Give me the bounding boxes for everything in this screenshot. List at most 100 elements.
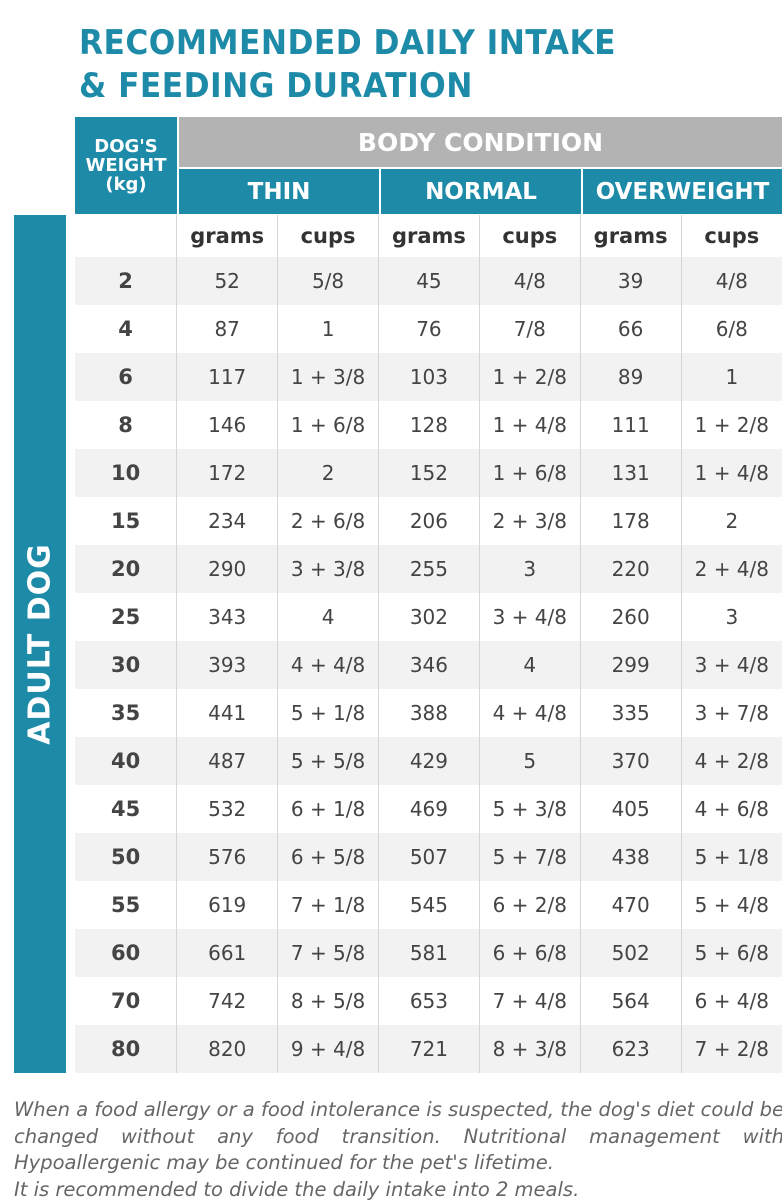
- grams-cell: 653: [378, 977, 479, 1025]
- grams-cell: 393: [177, 641, 278, 689]
- grams-cell: 146: [177, 401, 278, 449]
- weight-cell: 45: [75, 785, 177, 833]
- grams-cell: 128: [378, 401, 479, 449]
- grams-cell: 507: [378, 833, 479, 881]
- weight-cell: 20: [75, 545, 177, 593]
- condition-header-overweight: OVERWEIGHT: [583, 169, 782, 214]
- grams-cell: 234: [177, 497, 278, 545]
- cups-cell: 6 + 2/8: [479, 881, 580, 929]
- cups-cell: 5 + 5/8: [278, 737, 379, 785]
- weight-cell: 35: [75, 689, 177, 737]
- grams-cell: 545: [378, 881, 479, 929]
- grams-cell: 370: [580, 737, 681, 785]
- weight-cell: 15: [75, 497, 177, 545]
- grams-cell: 45: [378, 257, 479, 305]
- cups-cell: 8 + 3/8: [479, 1025, 580, 1073]
- grams-cell: 260: [580, 593, 681, 641]
- weight-cell: 70: [75, 977, 177, 1025]
- cups-cell: 5 + 4/8: [681, 881, 782, 929]
- cups-cell: 3 + 3/8: [278, 545, 379, 593]
- weight-column-header: DOG'S WEIGHT (kg): [75, 117, 177, 214]
- grams-cell: 470: [580, 881, 681, 929]
- cups-cell: 1 + 3/8: [278, 353, 379, 401]
- side-label-text: ADULT DOG: [23, 543, 58, 745]
- weight-cell: 25: [75, 593, 177, 641]
- cups-cell: 8 + 5/8: [278, 977, 379, 1025]
- grams-cell: 103: [378, 353, 479, 401]
- adult-dog-side-label: ADULT DOG: [14, 215, 66, 1073]
- unit-label: cups: [278, 215, 379, 257]
- weight-cell: 10: [75, 449, 177, 497]
- grams-cell: 220: [580, 545, 681, 593]
- units-empty: [75, 215, 177, 257]
- grams-cell: 299: [580, 641, 681, 689]
- cups-cell: 5 + 7/8: [479, 833, 580, 881]
- notes: When a food allergy or a food intoleranc…: [14, 1097, 782, 1203]
- grams-cell: 302: [378, 593, 479, 641]
- unit-label: cups: [479, 215, 580, 257]
- cups-cell: 2 + 6/8: [278, 497, 379, 545]
- cups-cell: 1 + 2/8: [479, 353, 580, 401]
- cups-cell: 2 + 4/8: [681, 545, 782, 593]
- cups-cell: 2: [681, 497, 782, 545]
- weight-cell: 60: [75, 929, 177, 977]
- cups-cell: 2 + 3/8: [479, 497, 580, 545]
- cups-cell: 6/8: [681, 305, 782, 353]
- grams-cell: 335: [580, 689, 681, 737]
- grams-cell: 487: [177, 737, 278, 785]
- grams-cell: 66: [580, 305, 681, 353]
- cups-cell: 5: [479, 737, 580, 785]
- cups-cell: 6 + 4/8: [681, 977, 782, 1025]
- unit-label: grams: [177, 215, 278, 257]
- grams-cell: 117: [177, 353, 278, 401]
- grams-cell: 623: [580, 1025, 681, 1073]
- cups-cell: 4: [479, 641, 580, 689]
- grams-cell: 405: [580, 785, 681, 833]
- condition-header-thin: THIN: [179, 169, 379, 214]
- grams-cell: 820: [177, 1025, 278, 1073]
- cups-cell: 5 + 3/8: [479, 785, 580, 833]
- condition-header-normal: NORMAL: [381, 169, 581, 214]
- grams-cell: 532: [177, 785, 278, 833]
- grams-cell: 172: [177, 449, 278, 497]
- grams-cell: 343: [177, 593, 278, 641]
- cups-cell: 5/8: [278, 257, 379, 305]
- cups-cell: 4/8: [681, 257, 782, 305]
- cups-cell: 1: [278, 305, 379, 353]
- grams-cell: 742: [177, 977, 278, 1025]
- cups-cell: 3: [681, 593, 782, 641]
- cups-cell: 5 + 6/8: [681, 929, 782, 977]
- cups-cell: 4 + 4/8: [479, 689, 580, 737]
- cups-cell: 4 + 4/8: [278, 641, 379, 689]
- cups-cell: 7 + 5/8: [278, 929, 379, 977]
- cups-cell: 1 + 4/8: [479, 401, 580, 449]
- cups-cell: 1 + 6/8: [278, 401, 379, 449]
- weight-cell: 55: [75, 881, 177, 929]
- grams-cell: 290: [177, 545, 278, 593]
- title-line-1: RECOMMENDED DAILY INTAKE: [79, 22, 616, 65]
- grams-cell: 206: [378, 497, 479, 545]
- grams-cell: 429: [378, 737, 479, 785]
- units-row: grams cups grams cups grams cups: [75, 215, 782, 257]
- grams-cell: 346: [378, 641, 479, 689]
- cups-cell: 1: [681, 353, 782, 401]
- unit-label: grams: [378, 215, 479, 257]
- cups-cell: 3 + 7/8: [681, 689, 782, 737]
- cups-cell: 7/8: [479, 305, 580, 353]
- grams-cell: 87: [177, 305, 278, 353]
- cups-cell: 9 + 4/8: [278, 1025, 379, 1073]
- grams-cell: 131: [580, 449, 681, 497]
- cups-cell: 1 + 6/8: [479, 449, 580, 497]
- weight-cell: 2: [75, 257, 177, 305]
- body-condition-header: BODY CONDITION: [179, 117, 782, 167]
- note-paragraph: When a food allergy or a food intoleranc…: [14, 1097, 782, 1177]
- weight-cell: 30: [75, 641, 177, 689]
